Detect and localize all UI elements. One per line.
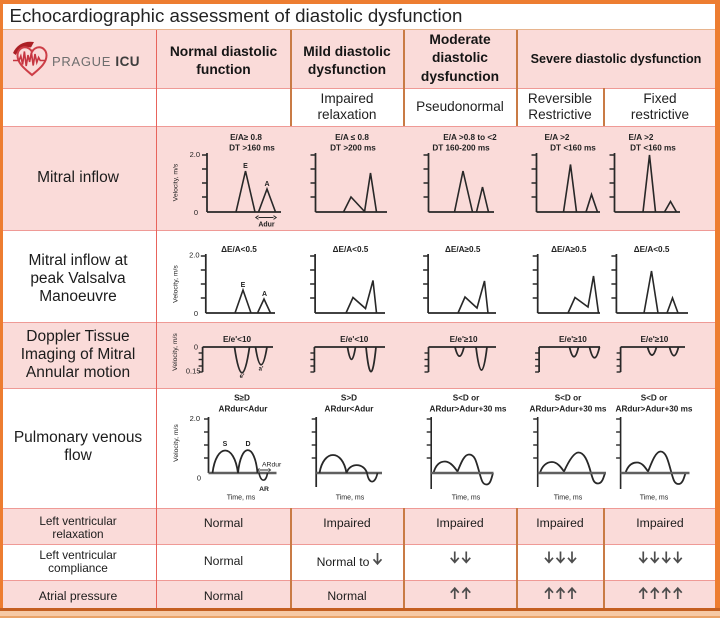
svg-text:Velocity, m/s: Velocity, m/s <box>173 424 180 462</box>
svg-text:E/A >0.8 to <2: E/A >0.8 to <2 <box>443 133 497 142</box>
svg-text:e': e' <box>240 374 245 380</box>
svg-text:ΔE/A<0.5: ΔE/A<0.5 <box>221 245 257 254</box>
svg-text:0: 0 <box>194 208 198 217</box>
svg-text:ΔE/A<0.5: ΔE/A<0.5 <box>333 245 369 254</box>
svg-text:2.0: 2.0 <box>190 414 200 423</box>
svg-text:Adur: Adur <box>258 222 275 229</box>
svg-text:ARdur: ARdur <box>262 462 282 469</box>
svg-text:E: E <box>243 163 248 170</box>
svg-text:S: S <box>223 441 228 448</box>
svg-text:Time, ms: Time, ms <box>640 495 669 502</box>
svg-text:0: 0 <box>194 309 198 318</box>
svg-text:Velocity, m/s: Velocity, m/s <box>173 265 180 303</box>
svg-text:ARdur>Adur+30 ms: ARdur>Adur+30 ms <box>616 405 693 414</box>
svg-text:DT >200 ms: DT >200 ms <box>330 144 376 153</box>
svg-text:E/A ≤ 0.8: E/A ≤ 0.8 <box>335 133 369 142</box>
svg-text:E/A >2: E/A >2 <box>545 133 570 142</box>
svg-text:E/e'≥10: E/e'≥10 <box>559 335 587 344</box>
svg-text:DT <160 ms: DT <160 ms <box>550 144 596 153</box>
svg-text:E/A≥ 0.8: E/A≥ 0.8 <box>230 133 262 142</box>
svg-text:Velocity, m/s: Velocity, m/s <box>173 163 180 201</box>
svg-text:Time, ms: Time, ms <box>227 495 256 502</box>
svg-text:Velocity, m/s: Velocity, m/s <box>172 333 179 371</box>
svg-text:D: D <box>245 441 250 448</box>
svg-text:0: 0 <box>197 474 201 483</box>
svg-text:S<D or: S<D or <box>555 394 582 403</box>
svg-text:AR: AR <box>259 486 269 493</box>
svg-text:ΔE/A<0.5: ΔE/A<0.5 <box>634 245 670 254</box>
svg-text:S<D or: S<D or <box>453 394 480 403</box>
svg-text:ARdur>Adur+30 ms: ARdur>Adur+30 ms <box>430 405 507 414</box>
svg-text:E/e'<10: E/e'<10 <box>223 335 252 344</box>
svg-text:ARdur>Adur+30 ms: ARdur>Adur+30 ms <box>530 405 607 414</box>
svg-text:E/e'≥10: E/e'≥10 <box>450 335 478 344</box>
svg-text:0: 0 <box>194 343 198 352</box>
svg-text:E/e'≥10: E/e'≥10 <box>640 335 668 344</box>
svg-text:A: A <box>262 291 267 298</box>
svg-text:S>D: S>D <box>341 394 357 403</box>
svg-text:a': a' <box>259 367 264 373</box>
svg-text:ARdur<Adur: ARdur<Adur <box>325 405 375 414</box>
svg-text:DT >160 ms: DT >160 ms <box>229 144 275 153</box>
svg-text:2.0: 2.0 <box>189 251 199 260</box>
svg-text:Time, ms: Time, ms <box>554 495 583 502</box>
svg-text:E: E <box>241 282 246 289</box>
svg-text:E/e'<10: E/e'<10 <box>340 335 369 344</box>
svg-text:A: A <box>264 181 269 188</box>
svg-text:DT <160 ms: DT <160 ms <box>630 144 676 153</box>
svg-text:ARdur<Adur: ARdur<Adur <box>219 405 269 414</box>
svg-text:S≥D: S≥D <box>234 394 250 403</box>
svg-text:Time, ms: Time, ms <box>452 495 481 502</box>
svg-text:S<D or: S<D or <box>641 394 668 403</box>
svg-text:ΔE/A≥0.5: ΔE/A≥0.5 <box>551 245 587 254</box>
svg-text:Time, ms: Time, ms <box>336 495 365 502</box>
svg-text:0.15: 0.15 <box>186 367 201 376</box>
svg-text:2.0: 2.0 <box>190 150 200 159</box>
svg-text:DT 160-200 ms: DT 160-200 ms <box>432 144 490 153</box>
svg-text:E/A >2: E/A >2 <box>629 133 654 142</box>
svg-text:ΔE/A≥0.5: ΔE/A≥0.5 <box>445 245 481 254</box>
